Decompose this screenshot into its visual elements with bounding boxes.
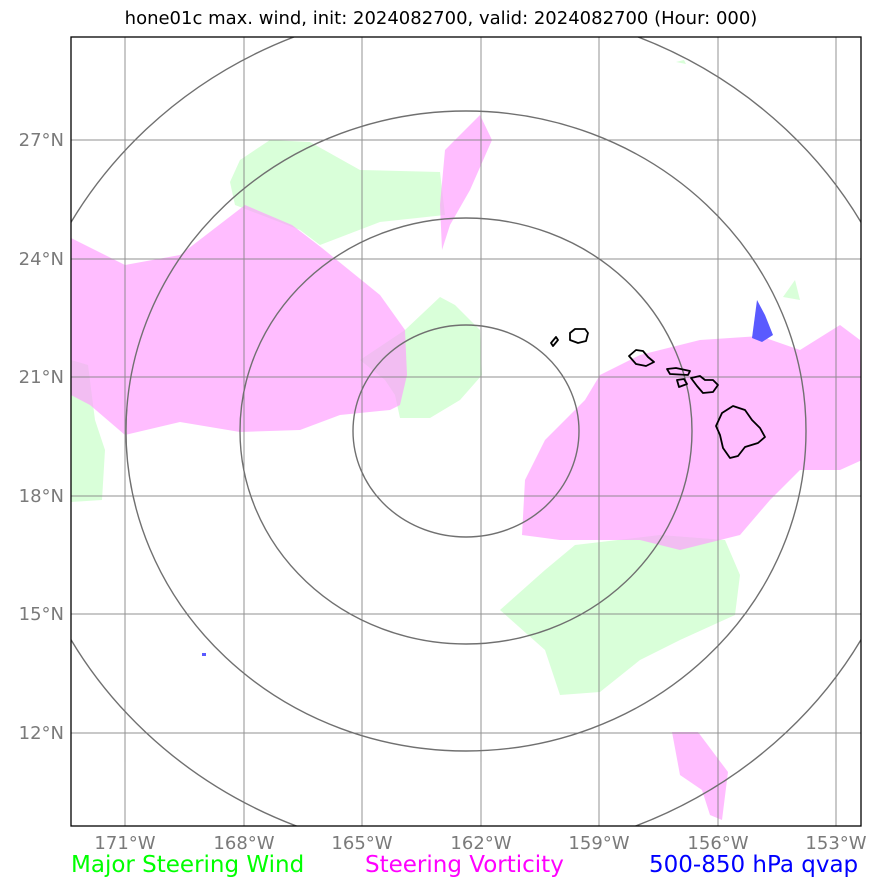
lon-label: 153°W (805, 833, 866, 854)
legend-qvap: 500-850 hPa qvap (649, 852, 859, 878)
wind-region-north (230, 140, 445, 245)
plot-frame (70, 36, 862, 827)
lon-label: 171°W (94, 833, 155, 854)
wind-region-southeast (500, 535, 740, 695)
lon-tick-labels: 171°W 168°W 165°W 162°W 159°W 156°W 153°… (94, 833, 866, 854)
coastline-lanai (676, 378, 688, 388)
lat-label: 15°N (19, 604, 64, 625)
lon-label: 159°W (568, 833, 629, 854)
map-title: hone01c max. wind, init: 2024082700, val… (124, 8, 758, 29)
steering-vorticity-regions (71, 115, 861, 820)
lon-label: 165°W (331, 833, 392, 854)
major-steering-wind-regions (71, 60, 800, 695)
lat-label: 27°N (19, 130, 64, 151)
range-ring-3 (125, 110, 807, 752)
qvap-region-east (752, 300, 773, 342)
vorticity-region-west (71, 205, 407, 435)
range-rings (71, 37, 861, 826)
legend-steering-vorticity: Steering Vorticity (365, 852, 564, 878)
coastline-hawaii (715, 405, 766, 459)
range-ring-inner (352, 324, 580, 538)
qvap-region-speck (202, 653, 206, 656)
gridlines (71, 37, 861, 826)
qvap-regions (202, 300, 773, 656)
wind-region-top (676, 60, 686, 64)
coastline-oahu (628, 349, 655, 367)
coastline-maui (690, 375, 719, 394)
vorticity-region-north-streak (440, 115, 492, 250)
coastline-kauai (569, 328, 589, 344)
lon-label: 162°W (450, 833, 511, 854)
coastlines (550, 328, 766, 459)
wind-region-northeast (783, 280, 800, 300)
lon-label: 156°W (687, 833, 748, 854)
coastline-niihau (550, 336, 559, 347)
lat-label: 18°N (19, 486, 64, 507)
vorticity-region-south (672, 732, 728, 820)
lat-label: 12°N (19, 723, 64, 744)
lon-label: 168°W (213, 833, 274, 854)
coastline-molokai (666, 367, 691, 376)
legend-major-steering-wind: Major Steering Wind (71, 852, 305, 878)
range-ring-2 (239, 217, 693, 645)
lat-tick-labels: 27°N 24°N 21°N 18°N 15°N 12°N (19, 130, 64, 744)
lat-label: 24°N (19, 249, 64, 270)
lat-label: 21°N (19, 367, 64, 388)
